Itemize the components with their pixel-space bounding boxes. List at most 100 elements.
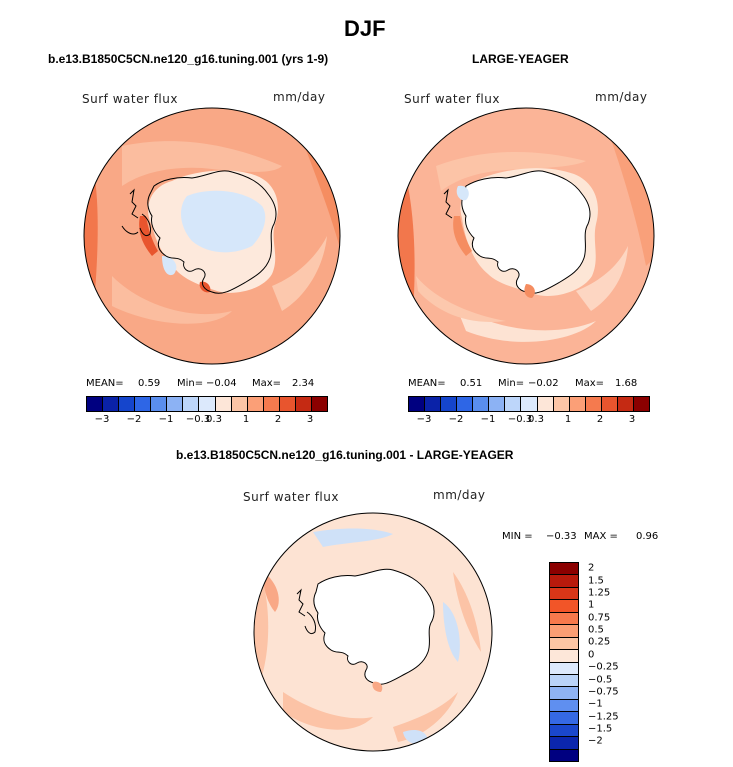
panel2-colorbar-tick-label: 0.3 bbox=[528, 414, 544, 425]
panel2-colorbar-cell bbox=[617, 397, 634, 411]
panel2-mean-value: 0.51 bbox=[460, 378, 483, 389]
panel2-colorbar-cell bbox=[553, 397, 570, 411]
panel2-colorbar-cell bbox=[473, 397, 490, 411]
panel3-colorbar-tick-label: 1.5 bbox=[588, 575, 604, 587]
panel3-colorbar-cell bbox=[550, 749, 578, 761]
panel3-colorbar-tick-label: 2 bbox=[588, 562, 595, 574]
panel1-colorbar-cell bbox=[231, 397, 248, 411]
panel1-colorbar-cell bbox=[167, 397, 184, 411]
panel1-colorbar-cell bbox=[247, 397, 264, 411]
panel2-colorbar-tick-label: −3 bbox=[416, 414, 432, 425]
panel1-mean-value: 0.59 bbox=[138, 378, 161, 389]
panel2-units-label: mm/day bbox=[595, 90, 648, 104]
panel3-colorbar-cell bbox=[550, 575, 578, 588]
panel3-variable-label: Surf water flux bbox=[243, 490, 339, 504]
panel1-mean-label: MEAN= bbox=[86, 378, 124, 389]
panel3-colorbar-cell bbox=[550, 674, 578, 688]
panel3-min-value: −0.33 bbox=[546, 531, 577, 542]
panel1-colorbar-tick-label: −1 bbox=[158, 414, 174, 425]
panel3-units-label: mm/day bbox=[433, 488, 486, 502]
panel2-colorbar-cell bbox=[569, 397, 586, 411]
panel3-colorbar-ticks: 2 1.5 1.25 1 0.75 0.5 0.25 0 −0.25 −0.5 −0.75 −1 −1.… bbox=[588, 562, 628, 760]
panel3-colorbar-cell bbox=[550, 650, 578, 663]
panel1-colorbar-tick-label: 1 bbox=[242, 414, 250, 425]
panel1-colorbar-tick-label: 3 bbox=[306, 414, 314, 425]
panel2-colorbar-tick-label: 2 bbox=[596, 414, 604, 425]
panel1-colorbar bbox=[86, 396, 328, 412]
panel1-colorbar-tick-label: −2 bbox=[126, 414, 142, 425]
panel1-colorbar-cell bbox=[199, 397, 216, 411]
panel3-min-label: MIN = bbox=[502, 531, 533, 542]
panel3-colorbar-tick-label: −1.25 bbox=[588, 711, 619, 723]
panel1-colorbar-cell bbox=[151, 397, 168, 411]
panel2-colorbar-cell bbox=[585, 397, 602, 411]
panel3-colorbar-tick-label: −0.25 bbox=[588, 661, 619, 673]
panel3-colorbar-tick-label: −0.5 bbox=[588, 674, 613, 686]
panel1-title: b.e13.B1850C5CN.ne120_g16.tuning.001 (yr… bbox=[48, 52, 329, 66]
panel2-colorbar-tick-label: 3 bbox=[628, 414, 636, 425]
panel3-colorbar-tick-label: −1.5 bbox=[588, 723, 613, 735]
panel3-colorbar-cell bbox=[550, 712, 578, 725]
panel3-colorbar-cell bbox=[550, 687, 578, 700]
panel3-colorbar-cell bbox=[550, 625, 578, 638]
panel3-colorbar-tick-label: −2 bbox=[588, 735, 603, 747]
panel3-colorbar-tick-label: −0.75 bbox=[588, 686, 619, 698]
panel3-colorbar-tick-label: 0 bbox=[588, 649, 595, 661]
panel2-mean-label: MEAN= bbox=[408, 378, 446, 389]
panel1-colorbar-tick-label: 2 bbox=[274, 414, 282, 425]
panel3-max-value: 0.96 bbox=[636, 531, 659, 542]
panel1-colorbar-tick-label: 0.3 bbox=[206, 414, 222, 425]
panel2-colorbar-tick-label: −2 bbox=[448, 414, 464, 425]
panel1-max-value: 2.34 bbox=[292, 378, 315, 389]
panel1-min-label: Min= bbox=[177, 378, 204, 389]
panel2-colorbar-cell bbox=[505, 397, 522, 411]
panel2-colorbar-cell bbox=[409, 397, 426, 411]
panel3-polar-map bbox=[253, 512, 493, 752]
panel2-colorbar-cell bbox=[633, 397, 649, 411]
panel2-min-value: −0.02 bbox=[528, 378, 559, 389]
panel3-colorbar-cell bbox=[550, 737, 578, 750]
panel1-colorbar-cell bbox=[279, 397, 296, 411]
panel1-colorbar-cell bbox=[87, 397, 104, 411]
panel2-colorbar-tick-label: −0.3 bbox=[507, 414, 533, 425]
panel2-variable-label: Surf water flux bbox=[404, 92, 500, 106]
panel2-colorbar-cell bbox=[537, 397, 554, 411]
panel3-colorbar-tick-label: 1.25 bbox=[588, 587, 611, 599]
panel3-colorbar-cell bbox=[550, 724, 578, 738]
panel3-colorbar-cell bbox=[550, 662, 578, 675]
panel3-colorbar bbox=[549, 562, 579, 762]
panel1-colorbar-cell bbox=[215, 397, 232, 411]
panel1-colorbar-tick-label: −3 bbox=[94, 414, 110, 425]
panel3-colorbar-tick-label: 0.75 bbox=[588, 612, 611, 624]
panel3-colorbar-cell bbox=[550, 637, 578, 651]
panel2-min-label: Min= bbox=[498, 378, 525, 389]
panel3-colorbar-cell bbox=[550, 587, 578, 601]
panel1-polar-map bbox=[83, 107, 341, 365]
panel3-colorbar-cell bbox=[550, 563, 578, 576]
panel2-colorbar-cell bbox=[425, 397, 442, 411]
panel1-colorbar-cell bbox=[263, 397, 280, 411]
panel2-colorbar-cell bbox=[441, 397, 458, 411]
panel3-title: b.e13.B1850C5CN.ne120_g16.tuning.001 - L… bbox=[176, 448, 514, 462]
panel2-title: LARGE-YEAGER bbox=[472, 52, 569, 66]
panel1-variable-label: Surf water flux bbox=[82, 92, 178, 106]
figure-title: DJF bbox=[344, 16, 386, 41]
panel2-max-value: 1.68 bbox=[615, 378, 638, 389]
panel2-colorbar-ticks: −3 −2 −1 −0.3 0.3 1 2 3 bbox=[408, 414, 648, 428]
panel2-colorbar-cell bbox=[457, 397, 474, 411]
panel2-max-label: Max= bbox=[575, 378, 605, 389]
panel1-colorbar-cell bbox=[183, 397, 200, 411]
panel2-colorbar-cell bbox=[521, 397, 538, 411]
panel2-colorbar bbox=[408, 396, 650, 412]
panel1-colorbar-ticks: −3 −2 −1 −0.3 0.3 1 2 3 bbox=[86, 414, 326, 428]
panel1-colorbar-tick-label: −0.3 bbox=[185, 414, 211, 425]
panel1-min-value: −0.04 bbox=[206, 378, 237, 389]
panel3-colorbar-tick-label: 0.5 bbox=[588, 624, 604, 636]
panel3-colorbar-cell bbox=[550, 699, 578, 713]
panel3-colorbar-tick-label: 0.25 bbox=[588, 636, 611, 648]
panel2-colorbar-tick-label: 1 bbox=[564, 414, 572, 425]
panel1-colorbar-cell bbox=[135, 397, 152, 411]
panel1-colorbar-cell bbox=[103, 397, 120, 411]
panel2-colorbar-cell bbox=[601, 397, 618, 411]
panel3-colorbar-tick-label: 1 bbox=[588, 599, 595, 611]
